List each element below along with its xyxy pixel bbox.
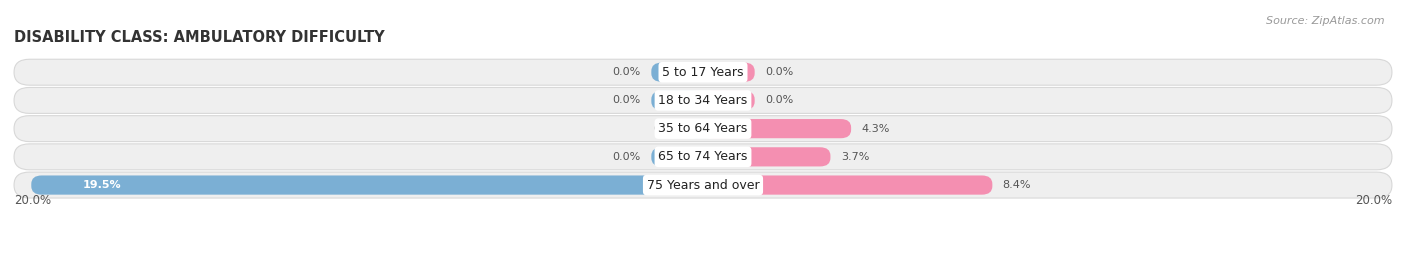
FancyBboxPatch shape bbox=[31, 176, 703, 195]
FancyBboxPatch shape bbox=[14, 87, 1392, 113]
Text: 35 to 64 Years: 35 to 64 Years bbox=[658, 122, 748, 135]
Text: 0.0%: 0.0% bbox=[613, 67, 641, 77]
Text: DISABILITY CLASS: AMBULATORY DIFFICULTY: DISABILITY CLASS: AMBULATORY DIFFICULTY bbox=[14, 31, 385, 45]
FancyBboxPatch shape bbox=[651, 91, 703, 110]
Text: 0.0%: 0.0% bbox=[613, 152, 641, 162]
Text: 75 Years and over: 75 Years and over bbox=[647, 178, 759, 192]
FancyBboxPatch shape bbox=[14, 144, 1392, 170]
FancyBboxPatch shape bbox=[703, 176, 993, 195]
FancyBboxPatch shape bbox=[14, 59, 1392, 85]
FancyBboxPatch shape bbox=[14, 172, 1392, 198]
FancyBboxPatch shape bbox=[651, 63, 703, 82]
Text: 19.5%: 19.5% bbox=[83, 180, 121, 190]
FancyBboxPatch shape bbox=[703, 119, 851, 138]
Text: Source: ZipAtlas.com: Source: ZipAtlas.com bbox=[1267, 16, 1385, 26]
Text: 0.0%: 0.0% bbox=[765, 67, 793, 77]
Text: 4.3%: 4.3% bbox=[862, 124, 890, 134]
Text: 8.4%: 8.4% bbox=[1002, 180, 1031, 190]
Text: 0.0%: 0.0% bbox=[613, 95, 641, 105]
Text: 18 to 34 Years: 18 to 34 Years bbox=[658, 94, 748, 107]
Text: 0.0%: 0.0% bbox=[765, 95, 793, 105]
Text: 3.7%: 3.7% bbox=[841, 152, 869, 162]
FancyBboxPatch shape bbox=[14, 116, 1392, 142]
Text: 20.0%: 20.0% bbox=[1355, 194, 1392, 207]
FancyBboxPatch shape bbox=[703, 91, 755, 110]
FancyBboxPatch shape bbox=[693, 119, 710, 138]
Text: 20.0%: 20.0% bbox=[14, 194, 51, 207]
Text: 65 to 74 Years: 65 to 74 Years bbox=[658, 150, 748, 163]
FancyBboxPatch shape bbox=[703, 147, 831, 166]
Text: 0.11%: 0.11% bbox=[654, 124, 689, 134]
FancyBboxPatch shape bbox=[651, 147, 703, 166]
FancyBboxPatch shape bbox=[703, 63, 755, 82]
Text: 5 to 17 Years: 5 to 17 Years bbox=[662, 66, 744, 79]
